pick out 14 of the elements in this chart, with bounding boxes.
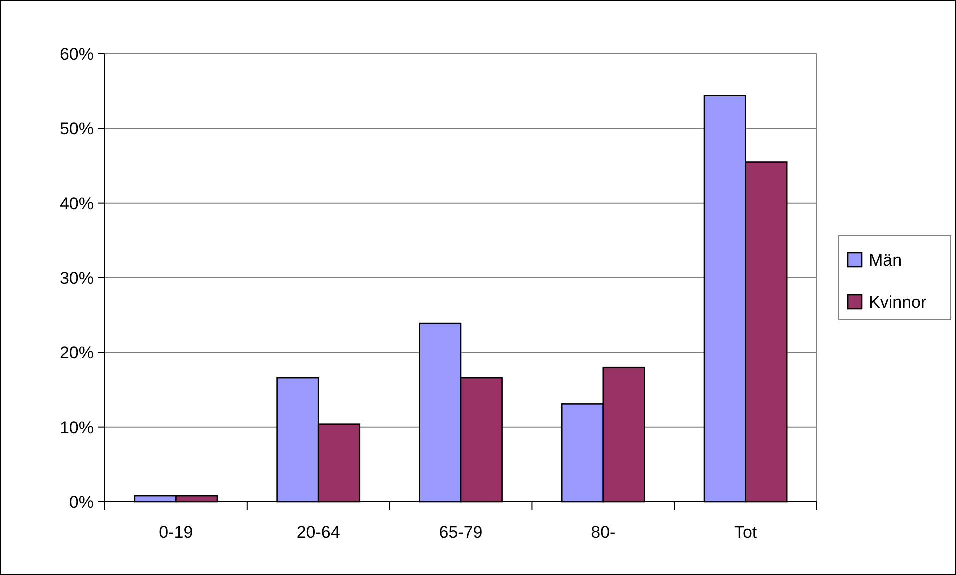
y-tick-label: 10% [60,418,94,438]
x-tick-label: 20-64 [296,523,340,542]
y-tick-label: 20% [60,344,94,363]
x-tick-label: 0-19 [159,523,194,542]
x-tick-label: Tot [734,523,758,542]
y-tick-label: 0% [69,492,94,512]
legend-label: Kvinnor [869,292,927,312]
x-tick-label: 65-79 [439,523,483,542]
y-tick-label: 30% [60,268,94,288]
y-tick-label: 50% [60,120,94,139]
y-tick-label: 60% [60,44,94,64]
legend-label: Män [869,250,902,270]
y-tick-label: 40% [60,194,94,214]
x-tick-label: 80- [591,523,616,542]
